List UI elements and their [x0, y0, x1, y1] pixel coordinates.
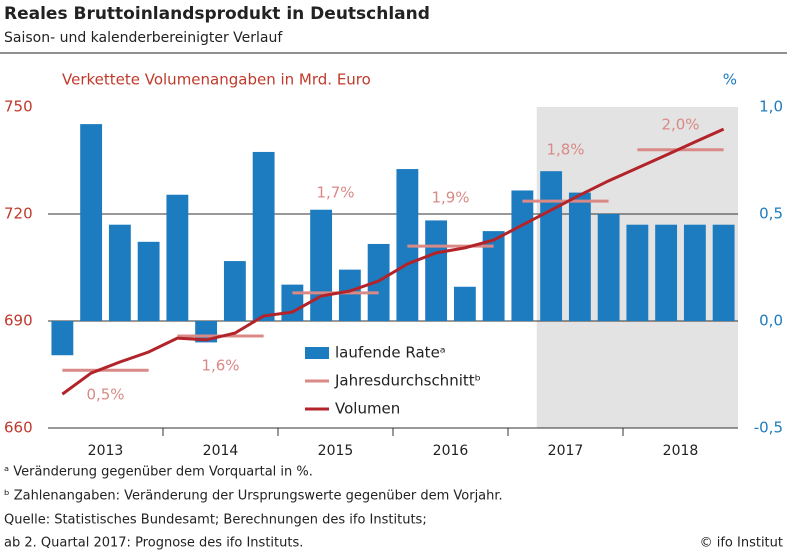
y2-tick-label: 1,0: [759, 98, 783, 116]
x-tick-label: 2014: [203, 443, 239, 459]
y-tick-label: 750: [4, 98, 33, 116]
bar: [108, 224, 131, 321]
footnote: Quelle: Statistisches Bundesamt; Berechn…: [4, 513, 427, 528]
chart-subtitle: Saison- und kalenderbereinigter Verlauf: [4, 30, 283, 46]
bar: [511, 190, 534, 321]
bar: [166, 194, 189, 321]
annual-growth-label: 2,0%: [661, 115, 699, 133]
bar: [80, 124, 103, 322]
x-tick-label: 2013: [88, 443, 124, 459]
x-tick-label: 2018: [663, 443, 699, 459]
bar: [453, 286, 476, 321]
bar: [683, 224, 706, 321]
annual-growth-label: 1,9%: [431, 189, 469, 207]
y2-axis-title: %: [723, 71, 737, 89]
x-tick-label: 2016: [433, 443, 469, 459]
bar: [540, 171, 563, 321]
x-tick-label: 2015: [318, 443, 354, 459]
bar: [712, 224, 735, 321]
y-axis-title: Verkettete Volumenangaben in Mrd. Euro: [62, 71, 371, 89]
footnote: ᵇ Zahlenangaben: Veränderung der Ursprun…: [4, 489, 503, 504]
annual-growth-label: 1,6%: [201, 356, 239, 374]
bar: [338, 269, 361, 321]
copyright: © ifo Institut: [700, 536, 783, 551]
bar: [137, 241, 160, 321]
legend-label: Volumen: [335, 400, 400, 418]
annual-growth-label: 1,7%: [316, 183, 354, 201]
bar: [310, 209, 333, 321]
annual-growth-label: 0,5%: [86, 386, 124, 404]
bar: [626, 224, 649, 321]
legend-swatch: [305, 347, 329, 359]
bar: [597, 214, 620, 321]
footnote: ab 2. Quartal 2017: Prognose des ifo Ins…: [4, 536, 303, 551]
footnote: ᵃ Veränderung gegenüber dem Vorquartal i…: [4, 465, 313, 480]
y2-tick-label: 0,0: [759, 312, 783, 330]
legend-label: laufende Rateᵃ: [335, 344, 446, 362]
y2-tick-label: -0,5: [754, 419, 783, 437]
bar: [568, 192, 591, 321]
bar: [281, 284, 304, 321]
bar: [482, 231, 505, 321]
x-tick-label: 2017: [548, 443, 584, 459]
y-tick-label: 660: [4, 419, 33, 437]
y-tick-label: 690: [4, 312, 33, 330]
legend-label: Jahresdurchschnittᵇ: [334, 372, 481, 390]
annual-growth-label: 1,8%: [546, 141, 584, 159]
chart-title: Reales Bruttoinlandsprodukt in Deutschla…: [4, 4, 430, 24]
bar: [51, 321, 74, 356]
bar: [655, 224, 678, 321]
volume-line: [61, 127, 725, 396]
y-tick-label: 720: [4, 205, 33, 223]
bar: [252, 151, 275, 321]
y2-tick-label: 0,5: [759, 205, 783, 223]
bar: [425, 220, 448, 321]
bar: [223, 261, 246, 321]
